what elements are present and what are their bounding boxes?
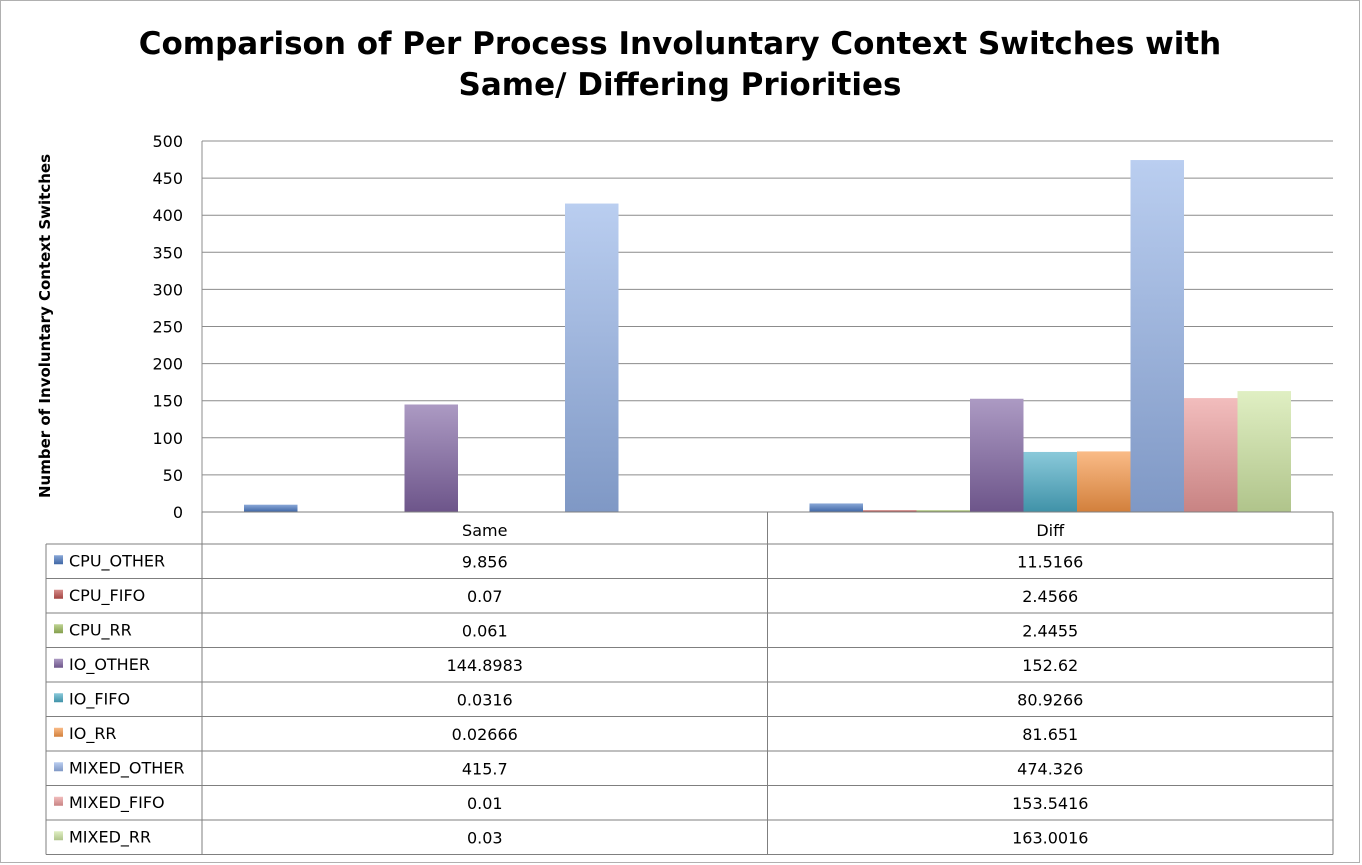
legend-label-io-other: IO_OTHER	[69, 655, 150, 675]
x-tick-label: Diff	[1036, 521, 1065, 540]
legend-swatch-cpu-fifo	[54, 589, 63, 599]
chart-title: Comparison of Per Process Involuntary Co…	[138, 26, 1222, 103]
bars	[244, 160, 1291, 512]
data-label-same-mixed-fifo: 0.01	[467, 794, 503, 813]
y-tick-label: 0	[173, 503, 183, 522]
bar-diff-io-other	[970, 398, 1024, 512]
legend-label-cpu-other: CPU_OTHER	[69, 551, 165, 571]
bar-diff-cpu-fifo	[863, 510, 917, 512]
data-label-same-mixed-rr: 0.03	[467, 828, 503, 847]
data-label-diff-cpu-rr: 2.4455	[1022, 621, 1078, 640]
bar-diff-mixed-other	[1130, 160, 1184, 512]
bar-diff-mixed-fifo	[1184, 398, 1238, 512]
y-tick-label: 250	[152, 318, 183, 337]
y-tick-label: 150	[152, 392, 183, 411]
legend-swatch-mixed-rr	[54, 831, 63, 841]
data-label-diff-cpu-fifo: 2.4566	[1022, 587, 1078, 606]
legend-label-mixed-other: MIXED_OTHER	[69, 758, 185, 778]
data-label-diff-mixed-fifo: 153.5416	[1012, 794, 1088, 813]
bar-same-io-other	[404, 404, 458, 512]
legend-label-cpu-fifo: CPU_FIFO	[69, 586, 145, 606]
data-label-diff-io-fifo: 80.9266	[1017, 690, 1083, 709]
y-tick-label: 300	[152, 280, 183, 299]
data-label-diff-io-rr: 81.651	[1022, 725, 1078, 744]
x-tick-label: Same	[462, 521, 507, 540]
legend-swatch-cpu-other	[54, 555, 63, 565]
y-tick-label: 350	[152, 243, 183, 262]
y-tick-label: 500	[152, 132, 183, 151]
legend-label-mixed-rr: MIXED_RR	[69, 827, 151, 847]
legend-swatch-io-rr	[54, 727, 63, 737]
y-tick-label: 450	[152, 169, 183, 188]
data-label-same-cpu-fifo: 0.07	[467, 587, 503, 606]
bar-same-cpu-other	[244, 504, 298, 512]
legend-swatch-io-fifo	[54, 693, 63, 703]
legend-swatch-mixed-other	[54, 762, 63, 772]
data-label-same-io-other: 144.8983	[447, 656, 523, 675]
legend-swatch-mixed-fifo	[54, 796, 63, 806]
bar-diff-io-fifo	[1023, 451, 1077, 512]
legend-swatch-cpu-rr	[54, 624, 63, 634]
bar-diff-cpu-other	[809, 503, 863, 512]
y-tick-label: 200	[152, 355, 183, 374]
bar-same-mixed-other	[565, 203, 619, 512]
bar-diff-cpu-rr	[916, 510, 970, 512]
legend-label-cpu-rr: CPU_RR	[69, 620, 132, 640]
data-table: Same Diff CPU_OTHER 9.856 11.5166 CPU_FIFO 0.0…	[45, 511, 1334, 855]
bar-diff-io-rr	[1077, 451, 1131, 512]
data-label-same-io-fifo: 0.0316	[457, 690, 513, 709]
legend-label-mixed-fifo: MIXED_FIFO	[69, 793, 165, 813]
legend-label-io-fifo: IO_FIFO	[69, 689, 130, 709]
data-label-same-cpu-other: 9.856	[462, 552, 508, 571]
y-tick-label: 100	[152, 429, 183, 448]
data-label-same-io-rr: 0.02666	[452, 725, 518, 744]
data-label-diff-mixed-rr: 163.0016	[1012, 828, 1088, 847]
bar-diff-mixed-rr	[1237, 391, 1291, 512]
data-label-same-mixed-other: 415.7	[462, 759, 508, 778]
y-tick-label: 400	[152, 206, 183, 225]
data-label-diff-cpu-other: 11.5166	[1017, 552, 1083, 571]
data-label-diff-mixed-other: 474.326	[1017, 759, 1083, 778]
data-label-same-cpu-rr: 0.061	[462, 621, 508, 640]
legend-label-io-rr: IO_RR	[69, 724, 117, 744]
data-label-diff-io-other: 152.62	[1022, 656, 1078, 675]
legend-swatch-io-other	[54, 658, 63, 668]
y-tick-labels: 0 50 100 150 200 250 300 350 400 450 500	[152, 132, 183, 522]
y-tick-label: 50	[163, 466, 183, 485]
